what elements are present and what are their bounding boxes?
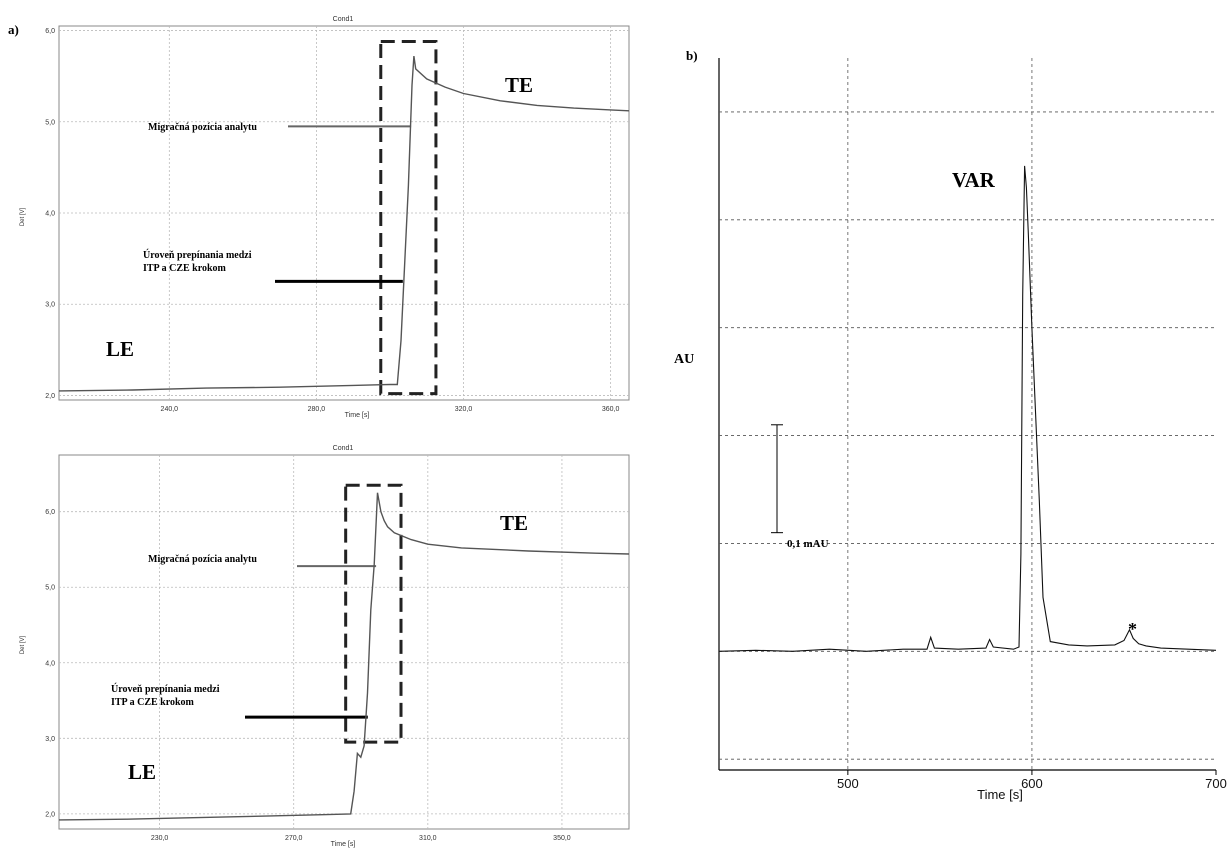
x-axis-title: Time [s] [345, 412, 370, 419]
dashed-box [344, 483, 403, 744]
le-label: LE [106, 337, 134, 361]
y-tick-label: 5,0 [45, 585, 55, 592]
y-tick-label: 3,0 [45, 302, 55, 309]
x-tick-label: 270,0 [285, 835, 303, 842]
panel-a-bottom-chart: Cond1 Time [s] Det [V] 230,0 270,0 310,0 35… [20, 445, 630, 848]
scale-bar-label: 0,1 mAU [787, 538, 829, 550]
chart-title: Cond1 [333, 16, 354, 23]
switch-annotation-line1: Úroveň prepínania medzi [111, 683, 220, 695]
x-tick-label: 700 [1205, 776, 1227, 791]
impurity-star: * [1128, 619, 1137, 639]
panel-a-top-chart: a) Cond1 Time [s] Det [V] 240,0 280,0 320,… [8, 16, 630, 419]
axis-ticks: 240,0 280,0 320,0 360,0 2,0 3,0 4,0 5,0 6,0 [45, 28, 619, 413]
signal-trace [58, 492, 630, 821]
chart-title: Cond1 [333, 445, 354, 452]
y-tick-label: 4,0 [45, 211, 55, 218]
scale-bar [771, 424, 783, 534]
x-tick-label: 360,0 [602, 406, 620, 413]
x-axis-title: Time [s] [331, 841, 356, 848]
y-tick-label: 2,0 [45, 811, 55, 818]
panel-a-label: a) [8, 22, 19, 37]
axis-ticks: 500 600 700 [837, 770, 1227, 791]
y-tick-label: 4,0 [45, 660, 55, 667]
switch-annotation-line2: ITP a CZE krokom [111, 697, 195, 708]
le-label: LE [128, 760, 156, 784]
y-axis-title: Det [V] [20, 635, 26, 654]
x-tick-label: 310,0 [419, 835, 437, 842]
te-label: TE [505, 73, 533, 97]
y-tick-label: 2,0 [45, 393, 55, 400]
x-tick-label: 320,0 [455, 406, 473, 413]
peak-label-var: VAR [952, 168, 996, 192]
x-tick-label: 350,0 [553, 835, 571, 842]
x-tick-label: 230,0 [151, 835, 169, 842]
y-tick-label: 6,0 [45, 28, 55, 35]
dashed-box [379, 40, 438, 396]
grid [719, 58, 1216, 770]
x-tick-label: 280,0 [308, 406, 326, 413]
switch-annotation-line1: Úroveň prepínania medzi [143, 249, 252, 261]
switch-annotation-line2: ITP a CZE krokom [143, 263, 227, 274]
panel-b-label: b) [686, 48, 698, 63]
x-tick-label: 240,0 [161, 406, 179, 413]
signal-trace [718, 165, 1217, 652]
y-tick-label: 5,0 [45, 119, 55, 126]
grid [59, 26, 629, 400]
x-tick-label: 600 [1021, 776, 1043, 791]
signal-trace [58, 56, 630, 392]
x-tick-label: 500 [837, 776, 859, 791]
migration-annotation: Migračná pozícia analytu [148, 554, 257, 565]
y-axis-title: Det [V] [20, 207, 26, 226]
te-label: TE [500, 511, 528, 535]
y-tick-label: 6,0 [45, 509, 55, 516]
y-tick-label: 3,0 [45, 736, 55, 743]
x-axis-title: Time [s] [977, 787, 1023, 802]
migration-annotation: Migračná pozícia analytu [148, 122, 257, 133]
plot-frame [58, 454, 630, 830]
y-axis-title: AU [674, 352, 694, 367]
panel-b-chart: b) AU Time [s] 500 600 700 0,1 mAU VAR * [674, 48, 1227, 802]
axis-ticks: 230,0 270,0 310,0 350,0 2,0 3,0 4,0 5,0 6,0 [45, 509, 571, 842]
